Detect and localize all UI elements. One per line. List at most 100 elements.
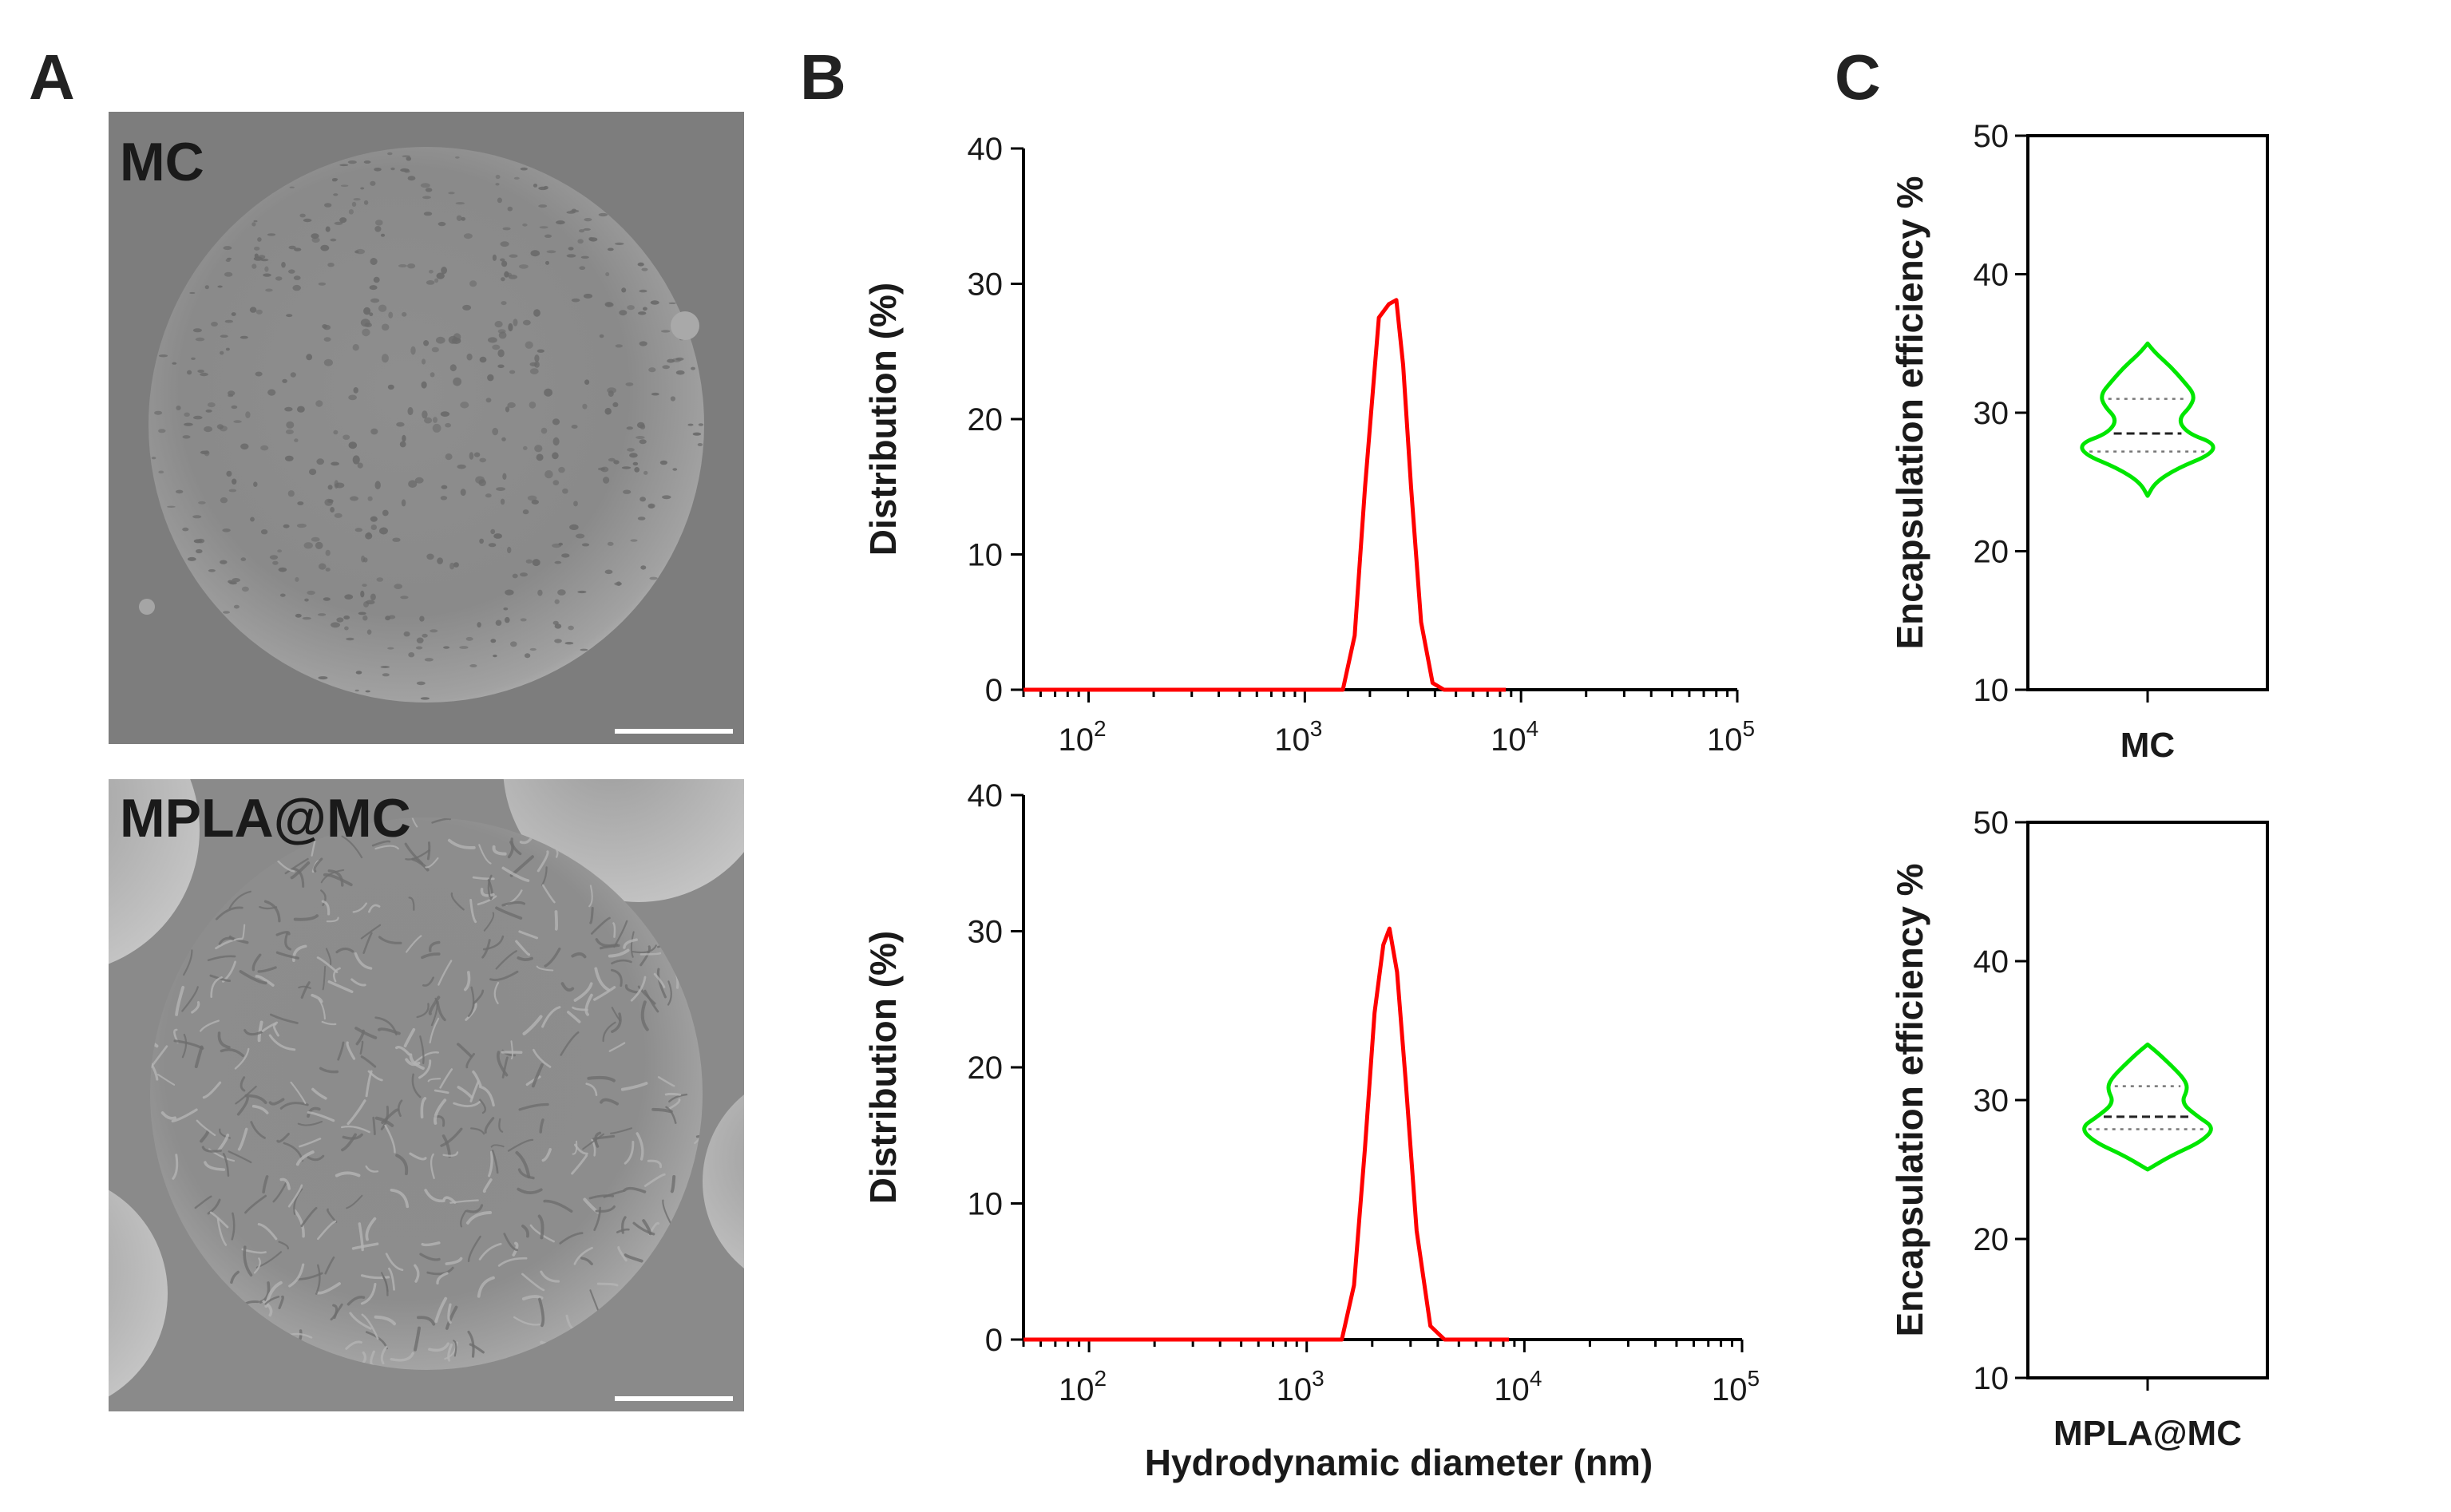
pore — [634, 467, 640, 473]
pore — [692, 432, 702, 436]
wrinkle — [296, 1272, 323, 1280]
wrinkle — [538, 1297, 545, 1328]
wrinkle — [200, 1130, 210, 1143]
pore — [613, 460, 620, 465]
pore — [672, 468, 678, 471]
wrinkle — [670, 1175, 676, 1193]
pore — [492, 427, 499, 436]
pore — [225, 347, 230, 351]
pore — [445, 453, 453, 461]
pore — [582, 403, 588, 410]
pore — [400, 596, 409, 600]
wrinkle — [300, 1206, 318, 1228]
wrinkle — [257, 966, 277, 973]
pore — [288, 269, 295, 274]
wrinkle — [585, 1083, 598, 1096]
pore — [399, 441, 406, 448]
pore — [327, 485, 333, 490]
wrinkle — [175, 985, 185, 1016]
pore — [303, 218, 312, 223]
wrinkle — [262, 1175, 269, 1193]
wrinkle — [612, 922, 616, 938]
pore — [362, 584, 367, 587]
wrinkle — [592, 1134, 616, 1141]
pore — [572, 208, 576, 212]
pore — [485, 398, 492, 403]
pore — [534, 354, 540, 362]
wrinkle — [378, 936, 402, 944]
y-tick-label: 30 — [1974, 1083, 2010, 1118]
wrinkle — [544, 947, 561, 968]
wrinkle — [464, 971, 471, 992]
wrinkle — [209, 974, 232, 983]
y-tick-label: 30 — [968, 915, 1004, 950]
pore — [510, 641, 517, 647]
pore — [457, 464, 466, 469]
wrinkle — [242, 924, 246, 939]
wrinkle — [624, 1253, 643, 1263]
pore — [431, 346, 439, 353]
pore — [334, 221, 343, 225]
wrinkle — [665, 1106, 677, 1124]
pore — [636, 436, 645, 439]
pore — [621, 466, 632, 469]
pore — [558, 466, 565, 473]
pore — [638, 311, 647, 315]
pore — [382, 323, 390, 331]
pore — [496, 487, 505, 491]
pore — [307, 590, 315, 596]
wrinkle — [540, 1270, 560, 1283]
pore — [283, 524, 290, 528]
wrinkle — [385, 1253, 404, 1272]
pore — [459, 646, 469, 649]
pore — [378, 304, 387, 312]
wrinkle — [321, 1020, 337, 1026]
y-tick-label: 40 — [968, 132, 1004, 167]
wrinkle — [431, 817, 452, 824]
pore — [647, 503, 655, 509]
wrinkle — [292, 867, 305, 888]
wrinkle — [541, 1006, 561, 1028]
pore — [403, 631, 410, 637]
wrinkle — [261, 1021, 279, 1032]
pore — [430, 629, 438, 633]
wrinkle — [405, 1058, 421, 1067]
wrinkle — [365, 1217, 377, 1241]
pore — [632, 461, 639, 466]
wrinkle — [240, 1076, 246, 1092]
pore — [390, 167, 395, 171]
pore — [347, 160, 357, 164]
pore — [671, 358, 682, 362]
wrinkle — [361, 1313, 379, 1340]
pore — [281, 262, 286, 268]
wrinkle — [630, 976, 647, 1002]
pore — [436, 336, 445, 344]
wrinkle — [276, 1133, 290, 1143]
pore — [641, 267, 648, 271]
wrinkle — [215, 906, 244, 920]
pore — [421, 381, 427, 389]
wrinkle — [220, 1048, 244, 1058]
pore — [566, 211, 576, 214]
pore — [408, 480, 418, 488]
pore — [615, 344, 623, 348]
wrinkle — [434, 1098, 447, 1125]
pore — [552, 452, 559, 460]
pore — [200, 372, 208, 377]
pore — [407, 406, 414, 416]
wrinkle — [620, 1082, 648, 1091]
pore — [497, 349, 505, 358]
pore — [443, 646, 450, 649]
pore — [344, 626, 349, 631]
wrinkle — [657, 1076, 675, 1087]
wrinkle — [421, 952, 441, 960]
pore — [420, 697, 430, 700]
pore — [282, 378, 287, 383]
wrinkle — [414, 1051, 439, 1063]
wrinkle — [497, 1051, 509, 1077]
pore — [267, 233, 276, 236]
wrinkle — [419, 1253, 441, 1261]
wrinkle — [160, 1111, 177, 1120]
pore — [502, 227, 511, 231]
y-tick-label: 0 — [985, 673, 1003, 708]
